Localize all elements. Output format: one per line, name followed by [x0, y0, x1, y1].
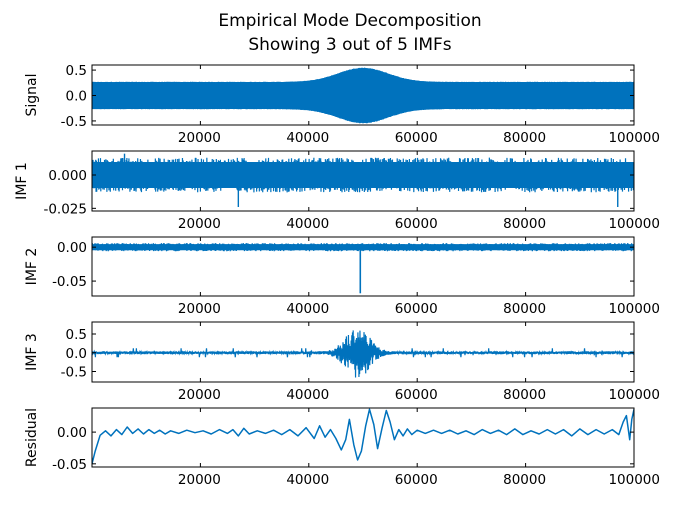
axes-frame-imf1	[91, 150, 635, 212]
ytick-label-imf2-0: 0.00	[57, 240, 87, 256]
panel-signal: 0.5 0.0 -0.5 20000 40000 60000 80000 100000 Sign…	[24, 63, 660, 146]
ytick-label-imf1-0: 0.000	[48, 168, 87, 184]
xtick-label-imf2-3: 80000	[503, 301, 546, 317]
xtick-label-imf3-4: 100000	[608, 387, 660, 403]
xtick-label-signal-2: 60000	[395, 130, 438, 146]
series-band-imf2	[92, 244, 634, 251]
xtick-label-imf3-0: 20000	[178, 387, 221, 403]
axes-frame-imf3	[91, 321, 635, 383]
xtick-label-residual-2: 60000	[395, 472, 438, 488]
figure-title-line2: Showing 3 out of 5 IMFs	[248, 35, 451, 55]
panel-signal-data	[92, 67, 634, 124]
xtick-label-residual-1: 40000	[286, 472, 329, 488]
figure-title-line1: Empirical Mode Decomposition	[218, 11, 481, 31]
panel-imf2-data	[92, 243, 634, 294]
panel-residual: 0.00 -0.05 20000 40000 60000 80000 100000 Resid…	[24, 407, 660, 488]
xtick-label-signal-0: 20000	[178, 130, 221, 146]
xtick-label-residual-3: 80000	[503, 472, 546, 488]
xtick-label-residual-0: 20000	[178, 472, 221, 488]
xtick-label-signal-4: 100000	[608, 130, 660, 146]
ytick-label-imf3-0: 0.5	[66, 327, 87, 343]
series-line-residual	[92, 408, 634, 464]
panel-residual-data	[92, 408, 634, 464]
ytick-label-imf3-1: 0.0	[66, 346, 87, 362]
xtick-label-imf1-2: 60000	[395, 216, 438, 232]
ylabel-imf2: IMF 2	[24, 248, 40, 286]
panel-imf1: 0.000 -0.025 20000 40000 60000 80000 100000 IMF…	[14, 150, 660, 232]
xtick-label-imf2-0: 20000	[178, 301, 221, 317]
panel-imf3-data	[92, 330, 634, 378]
xtick-label-signal-3: 80000	[503, 130, 546, 146]
ytick-label-imf1-1: -0.025	[43, 201, 87, 217]
ytick-label-signal-1: 0.0	[66, 89, 87, 105]
ytick-label-signal-0: 0.5	[66, 63, 87, 79]
xtick-label-imf1-3: 80000	[503, 216, 546, 232]
series-band-imf1	[92, 162, 634, 188]
series-line-imf3	[92, 330, 634, 378]
xtick-label-imf1-1: 40000	[286, 216, 329, 232]
panel-imf1-data	[92, 153, 634, 207]
ytick-label-residual-0: 0.00	[57, 425, 87, 441]
xtick-label-imf2-1: 40000	[286, 301, 329, 317]
xtick-label-imf2-4: 100000	[608, 301, 660, 317]
xtick-label-signal-1: 40000	[286, 130, 329, 146]
xtick-label-residual-4: 100000	[608, 472, 660, 488]
ytick-label-residual-1: -0.05	[52, 457, 87, 473]
xtick-label-imf2-2: 60000	[395, 301, 438, 317]
panel-imf2: 0.00 -0.05 20000 40000 60000 80000 100000 IMF 2	[24, 236, 660, 317]
axes-frame-imf2	[91, 236, 635, 297]
panel-imf3: 0.5 0.0 -0.5 20000 40000 60000 80000 100000 IMF …	[24, 321, 660, 403]
ytick-label-signal-2: -0.5	[61, 114, 87, 130]
ylabel-imf3: IMF 3	[24, 333, 40, 371]
xtick-label-imf3-3: 80000	[503, 387, 546, 403]
xtick-label-imf3-2: 60000	[395, 387, 438, 403]
xtick-label-imf1-4: 100000	[608, 216, 660, 232]
xtick-label-imf3-1: 40000	[286, 387, 329, 403]
ylabel-residual: Residual	[24, 408, 40, 467]
xtick-label-imf1-0: 20000	[178, 216, 221, 232]
ylabel-signal: Signal	[24, 73, 40, 116]
ylabel-imf1: IMF 1	[14, 162, 30, 200]
axes-frame-signal	[91, 64, 635, 126]
subplot-panels: 0.5 0.0 -0.5 20000 40000 60000 80000 100000 Sign…	[14, 63, 660, 488]
axes-frame-residual	[91, 407, 635, 468]
ytick-label-imf2-1: -0.05	[52, 274, 87, 290]
ytick-label-imf3-2: -0.5	[61, 365, 87, 381]
